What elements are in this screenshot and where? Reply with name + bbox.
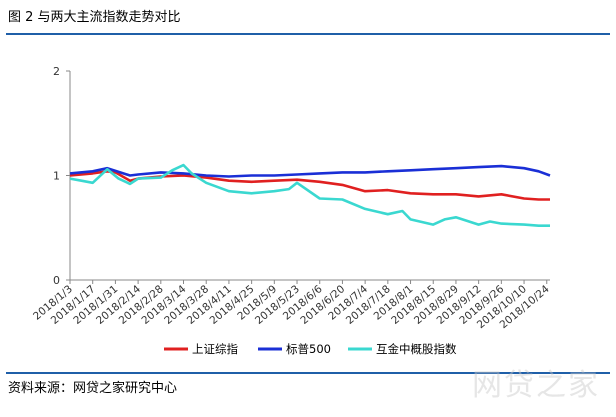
x-axis-ticks: 2018/1/32018/1/172018/1/312018/2/142018/… [31, 280, 552, 331]
chart-legend: 上证综指 标普500 互金中概股指数 [164, 342, 457, 356]
figure-title: 图 2 与两大主流指数走势对比 [8, 10, 181, 25]
y-tick-label: 0 [53, 274, 60, 287]
top-rule [6, 33, 610, 35]
series-line-2 [69, 163, 550, 227]
legend-label-1: 标普500 [286, 342, 331, 356]
series-line-0 [69, 170, 550, 201]
line-chart: 0 1 2 2018/1/32018/1/172018/1/312018/2/142… [31, 65, 552, 356]
watermark: 网贷之家 [472, 368, 600, 403]
chart-axes [69, 71, 550, 281]
y-tick-label: 2 [53, 65, 60, 78]
source-note: 资料来源：网贷之家研究中心 [8, 381, 178, 396]
y-axis-ticks: 0 1 2 [53, 65, 70, 287]
bottom-rule [6, 372, 610, 374]
chart-series [69, 163, 551, 227]
series-line-1 [69, 164, 551, 178]
legend-label-0: 上证综指 [192, 342, 238, 356]
y-tick-label: 1 [53, 170, 60, 183]
legend-label-2: 互金中概股指数 [376, 342, 457, 356]
